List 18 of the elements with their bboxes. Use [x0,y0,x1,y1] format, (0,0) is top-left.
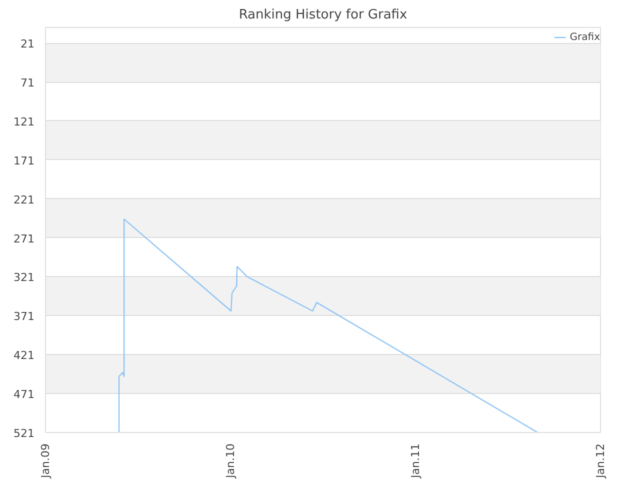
y-tick-label: 221 [14,193,35,206]
x-tick-label: Jan.09 [39,443,52,479]
y-tick-label: 471 [14,388,35,402]
y-tick-label: 521 [14,427,35,440]
legend-label: Grafix [570,32,600,42]
y-tick-label: 271 [14,232,35,246]
y-tick-label: 121 [14,115,35,128]
x-tick-label: Jan.10 [224,443,237,479]
y-tick-label: 421 [14,349,35,362]
x-tick-label: Jan.11 [409,443,422,479]
line-series [118,218,538,432]
y-tick-label: 21 [20,38,35,51]
chart-title: Ranking History for Grafix [238,8,408,22]
y-tick-label: 371 [14,310,35,324]
x-tick-label: Jan.12 [594,443,607,479]
y-tick-label: 171 [14,154,35,168]
y-tick-label: 71 [20,76,35,90]
y-tick-label: 321 [14,271,35,284]
